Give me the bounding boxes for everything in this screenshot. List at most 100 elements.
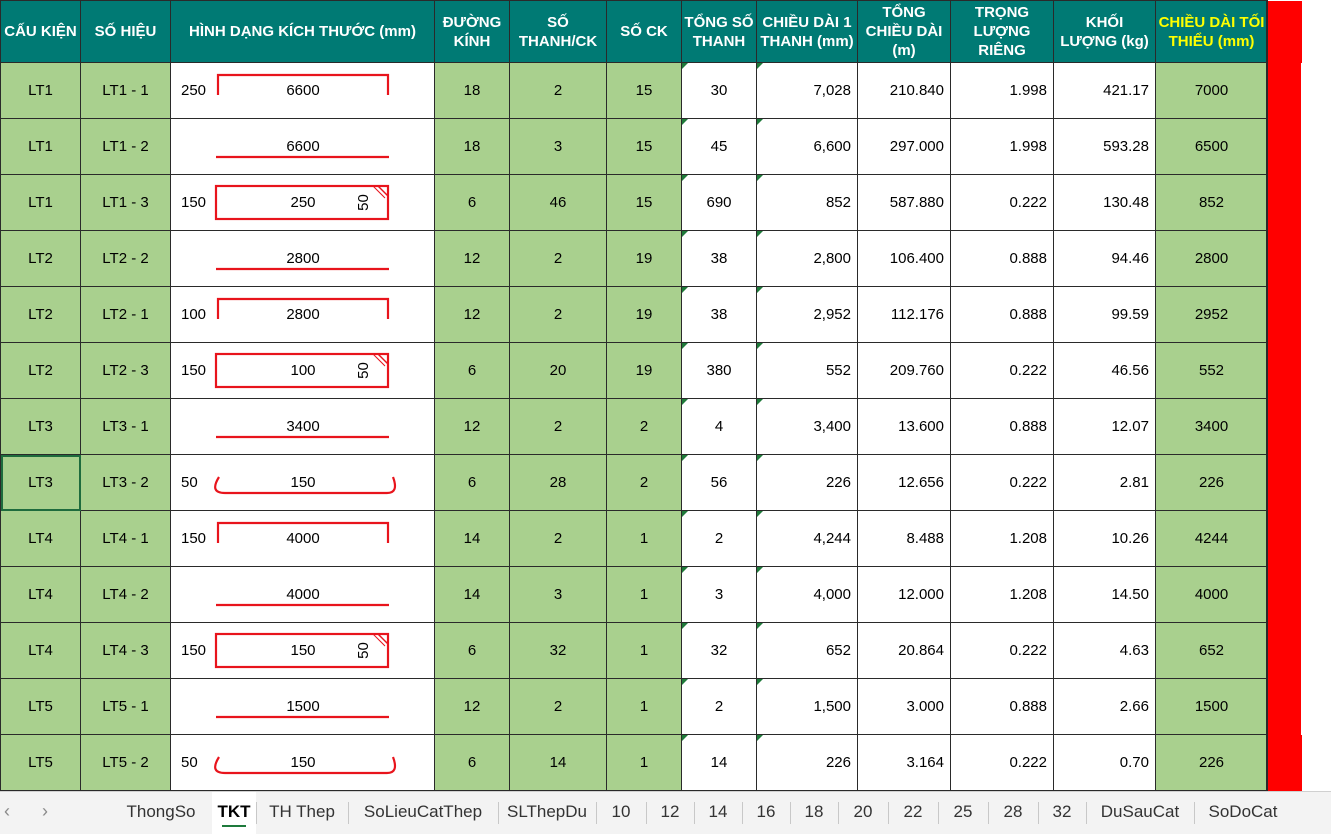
cell-chieu-dai-toi-thieu[interactable]: 7000 bbox=[1155, 62, 1268, 119]
cell-duong-kinh[interactable]: 12 bbox=[434, 398, 510, 455]
cell-red-column[interactable] bbox=[1267, 62, 1302, 119]
cell-khoi-luong[interactable]: 12.07 bbox=[1053, 398, 1156, 455]
cell-chieu-dai-1-thanh[interactable]: 226 bbox=[756, 734, 858, 791]
cell-cau-kien[interactable]: LT2 bbox=[0, 230, 81, 287]
cell-tong-so-thanh[interactable]: 38 bbox=[681, 286, 757, 343]
cell-cau-kien[interactable]: LT4 bbox=[0, 622, 81, 679]
cell-so-ck[interactable]: 15 bbox=[606, 62, 682, 119]
header-trong-luong-rieng[interactable]: TRỌNG LƯỢNG RIÊNG bbox=[950, 0, 1054, 63]
cell-khoi-luong[interactable]: 2.66 bbox=[1053, 678, 1156, 735]
sheet-tab-solieucatthep[interactable]: SoLieuCatThep bbox=[348, 792, 498, 835]
cell-khoi-luong[interactable]: 94.46 bbox=[1053, 230, 1156, 287]
cell-red-column[interactable] bbox=[1267, 230, 1302, 287]
cell-shape[interactable]: 2800 bbox=[170, 230, 435, 287]
cell-duong-kinh[interactable]: 14 bbox=[434, 510, 510, 567]
cell-tong-chieu-dai[interactable]: 587.880 bbox=[857, 174, 951, 231]
cell-so-thanh-ck[interactable]: 2 bbox=[509, 62, 607, 119]
cell-shape[interactable]: 3400 bbox=[170, 398, 435, 455]
cell-khoi-luong[interactable]: 10.26 bbox=[1053, 510, 1156, 567]
cell-so-thanh-ck[interactable]: 2 bbox=[509, 398, 607, 455]
cell-cau-kien[interactable]: LT5 bbox=[0, 734, 81, 791]
chevron-left-icon[interactable]: ‹ bbox=[4, 801, 10, 821]
cell-cau-kien[interactable]: LT1 bbox=[0, 118, 81, 175]
header-khoi-luong[interactable]: KHỐI LƯỢNG (kg) bbox=[1053, 0, 1156, 63]
cell-duong-kinh[interactable]: 12 bbox=[434, 678, 510, 735]
cell-cau-kien[interactable]: LT2 bbox=[0, 286, 81, 343]
cell-chieu-dai-toi-thieu[interactable]: 3400 bbox=[1155, 398, 1268, 455]
cell-so-hieu[interactable]: LT4 - 3 bbox=[80, 622, 171, 679]
cell-so-hieu[interactable]: LT3 - 2 bbox=[80, 454, 171, 511]
sheet-tab-thongso[interactable]: ThongSo bbox=[110, 792, 212, 835]
cell-red-column[interactable] bbox=[1267, 342, 1302, 399]
cell-duong-kinh[interactable]: 6 bbox=[434, 342, 510, 399]
header-cau-kien[interactable]: CẤU KIỆN bbox=[0, 0, 81, 63]
cell-tong-so-thanh[interactable]: 3 bbox=[681, 566, 757, 623]
cell-red-column[interactable] bbox=[1267, 174, 1302, 231]
cell-duong-kinh[interactable]: 6 bbox=[434, 622, 510, 679]
cell-duong-kinh[interactable]: 18 bbox=[434, 118, 510, 175]
cell-trong-luong-rieng[interactable]: 1.208 bbox=[950, 566, 1054, 623]
cell-so-hieu[interactable]: LT2 - 1 bbox=[80, 286, 171, 343]
cell-so-thanh-ck[interactable]: 2 bbox=[509, 286, 607, 343]
cell-cau-kien[interactable]: LT4 bbox=[0, 510, 81, 567]
cell-shape[interactable]: 50 150 bbox=[170, 454, 435, 511]
cell-so-ck[interactable]: 19 bbox=[606, 230, 682, 287]
cell-chieu-dai-1-thanh[interactable]: 6,600 bbox=[756, 118, 858, 175]
cell-so-hieu[interactable]: LT1 - 2 bbox=[80, 118, 171, 175]
cell-red-column[interactable] bbox=[1267, 622, 1302, 679]
cell-so-ck[interactable]: 1 bbox=[606, 566, 682, 623]
cell-tong-so-thanh[interactable]: 32 bbox=[681, 622, 757, 679]
sheet-tab-20[interactable]: 20 bbox=[838, 792, 888, 835]
cell-so-hieu[interactable]: LT5 - 2 bbox=[80, 734, 171, 791]
spreadsheet-grid[interactable]: CẤU KIỆN SỐ HIỆU HÌNH DẠNG KÍCH THƯỚC (m… bbox=[0, 0, 1331, 791]
cell-so-thanh-ck[interactable]: 3 bbox=[509, 118, 607, 175]
cell-so-ck[interactable]: 1 bbox=[606, 678, 682, 735]
cell-trong-luong-rieng[interactable]: 1.998 bbox=[950, 62, 1054, 119]
cell-tong-so-thanh[interactable]: 45 bbox=[681, 118, 757, 175]
cell-duong-kinh[interactable]: 6 bbox=[434, 174, 510, 231]
sheet-tab-18[interactable]: 18 bbox=[790, 792, 838, 835]
cell-chieu-dai-toi-thieu[interactable]: 1500 bbox=[1155, 678, 1268, 735]
cell-chieu-dai-1-thanh[interactable]: 852 bbox=[756, 174, 858, 231]
cell-chieu-dai-1-thanh[interactable]: 2,800 bbox=[756, 230, 858, 287]
cell-red-column[interactable] bbox=[1267, 566, 1302, 623]
cell-so-hieu[interactable]: LT4 - 1 bbox=[80, 510, 171, 567]
cell-khoi-luong[interactable]: 421.17 bbox=[1053, 62, 1156, 119]
cell-tong-chieu-dai[interactable]: 112.176 bbox=[857, 286, 951, 343]
cell-red-column[interactable] bbox=[1267, 510, 1302, 567]
cell-cau-kien[interactable]: LT3 bbox=[0, 454, 81, 511]
cell-so-ck[interactable]: 15 bbox=[606, 118, 682, 175]
cell-chieu-dai-toi-thieu[interactable]: 552 bbox=[1155, 342, 1268, 399]
cell-red-column[interactable] bbox=[1267, 454, 1302, 511]
cell-cau-kien[interactable]: LT2 bbox=[0, 342, 81, 399]
cell-tong-chieu-dai[interactable]: 13.600 bbox=[857, 398, 951, 455]
cell-tong-chieu-dai[interactable]: 209.760 bbox=[857, 342, 951, 399]
cell-tong-chieu-dai[interactable]: 106.400 bbox=[857, 230, 951, 287]
cell-tong-chieu-dai[interactable]: 20.864 bbox=[857, 622, 951, 679]
cell-khoi-luong[interactable]: 0.70 bbox=[1053, 734, 1156, 791]
cell-shape[interactable]: 150 100 50 bbox=[170, 342, 435, 399]
cell-duong-kinh[interactable]: 6 bbox=[434, 734, 510, 791]
cell-so-hieu[interactable]: LT3 - 1 bbox=[80, 398, 171, 455]
cell-chieu-dai-1-thanh[interactable]: 552 bbox=[756, 342, 858, 399]
cell-so-thanh-ck[interactable]: 32 bbox=[509, 622, 607, 679]
cell-tong-so-thanh[interactable]: 56 bbox=[681, 454, 757, 511]
cell-chieu-dai-1-thanh[interactable]: 3,400 bbox=[756, 398, 858, 455]
header-chieu-dai-1-thanh[interactable]: CHIỀU DÀI 1 THANH (mm) bbox=[756, 0, 858, 63]
cell-shape[interactable]: 4000 bbox=[170, 566, 435, 623]
cell-khoi-luong[interactable]: 4.63 bbox=[1053, 622, 1156, 679]
cell-so-hieu[interactable]: LT5 - 1 bbox=[80, 678, 171, 735]
cell-trong-luong-rieng[interactable]: 0.222 bbox=[950, 734, 1054, 791]
cell-so-thanh-ck[interactable]: 2 bbox=[509, 678, 607, 735]
sheet-tab-sodocat[interactable]: SoDoCat bbox=[1194, 792, 1292, 835]
cell-cau-kien[interactable]: LT5 bbox=[0, 678, 81, 735]
cell-trong-luong-rieng[interactable]: 1.208 bbox=[950, 510, 1054, 567]
sheet-tab-28[interactable]: 28 bbox=[988, 792, 1038, 835]
cell-chieu-dai-1-thanh[interactable]: 652 bbox=[756, 622, 858, 679]
cell-tong-chieu-dai[interactable]: 297.000 bbox=[857, 118, 951, 175]
cell-duong-kinh[interactable]: 14 bbox=[434, 566, 510, 623]
cell-chieu-dai-toi-thieu[interactable]: 652 bbox=[1155, 622, 1268, 679]
cell-red-column[interactable] bbox=[1267, 118, 1302, 175]
header-hinh-dang[interactable]: HÌNH DẠNG KÍCH THƯỚC (mm) bbox=[170, 0, 435, 63]
cell-shape[interactable]: 250 6600 bbox=[170, 62, 435, 119]
